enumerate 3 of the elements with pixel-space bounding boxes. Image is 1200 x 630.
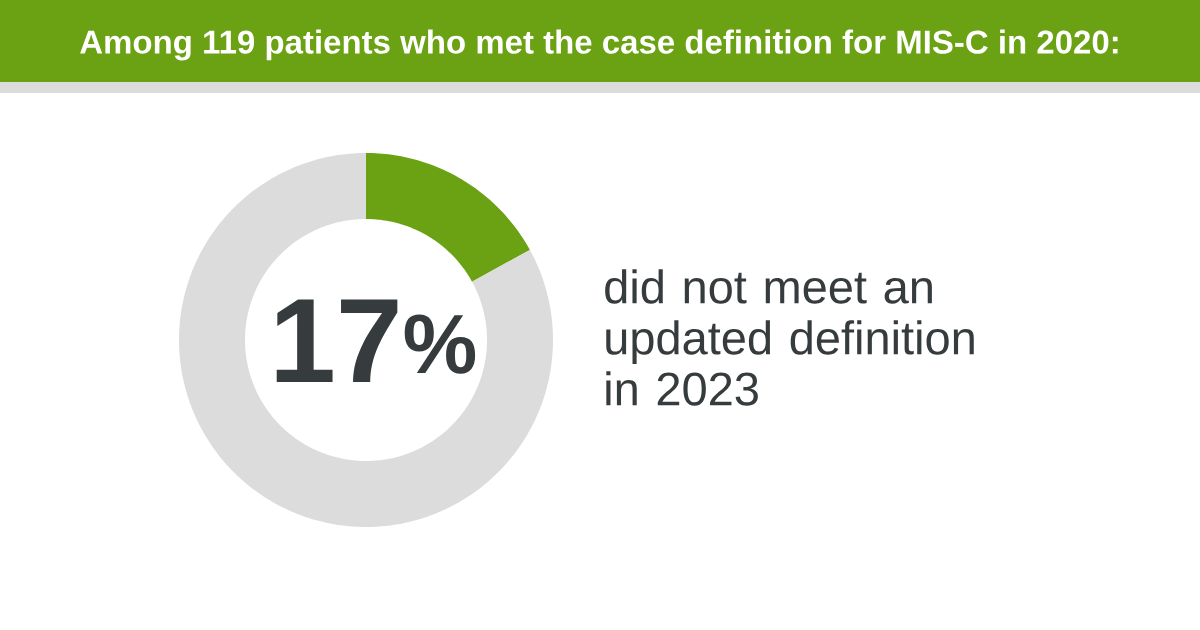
chart-title: Among 119 patients who met the case definition for MIS-C in 2020: [80,29,1118,61]
text: did not meet an updated definition in 2023 [605,269,974,406]
text: 17$^{%}$ [276,299,476,383]
